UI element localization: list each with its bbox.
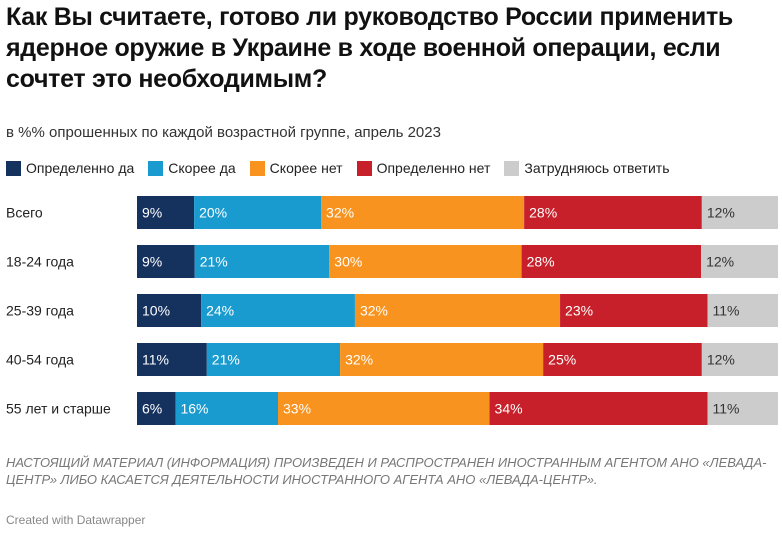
category-label: 25-39 года (6, 303, 74, 319)
bar-segment (194, 245, 330, 278)
stacked-bar-chart: Всего 9% 20% 32% 28% 12% 18-24 года 9% 21% 30% 28%… (6, 196, 778, 425)
legend-item: Определенно да (6, 160, 134, 176)
legend-item: Скорее да (148, 160, 236, 176)
bar-segment (137, 294, 202, 327)
data-label: 28% (527, 254, 555, 270)
data-label: 30% (334, 254, 362, 270)
bar-segment (707, 392, 778, 425)
data-label: 23% (565, 303, 593, 319)
bar-segment (521, 245, 702, 278)
category-label: 40-54 года (6, 352, 74, 368)
bar-segment (321, 196, 525, 229)
data-label: 11% (142, 352, 169, 368)
bar-segment (560, 294, 708, 327)
bar-segment (194, 196, 322, 229)
bar-segment (137, 196, 195, 229)
bar-segment (489, 392, 708, 425)
data-label: 24% (206, 303, 234, 319)
bar-segment (137, 245, 195, 278)
data-label: 20% (199, 205, 227, 221)
bar-segment (201, 294, 355, 327)
legend-item: Определенно нет (356, 160, 491, 176)
legend-swatch (249, 160, 265, 176)
bar-segment (137, 343, 207, 376)
bar-segment (354, 294, 561, 327)
data-label: 9% (142, 254, 162, 270)
data-label: 9% (142, 205, 162, 221)
bar-segment (278, 392, 490, 425)
data-label: 28% (529, 205, 557, 221)
legend-swatch (504, 160, 520, 176)
category-label: 55 лет и старше (6, 401, 111, 417)
legend-item: Затрудняюсь ответить (504, 160, 669, 176)
data-label: 25% (548, 352, 576, 368)
legend-swatch (6, 160, 21, 176)
legend: Определенно да Скорее да Скорее нет Определ… (6, 158, 683, 178)
bar-segment (137, 392, 176, 425)
data-label: 11% (712, 401, 739, 417)
data-label: 12% (706, 254, 734, 270)
data-label: 12% (707, 352, 735, 368)
bar-segment (701, 343, 778, 376)
data-label: 11% (712, 303, 739, 319)
chart-title: Как Вы считаете, готово ли руководство Р… (6, 3, 733, 93)
chart-subtitle: в %% опрошенных по каждой возрастной гру… (6, 124, 441, 141)
bar-segment (524, 196, 702, 229)
data-label: 32% (360, 303, 388, 319)
legend-label: Скорее нет (269, 160, 343, 176)
data-label: 10% (142, 303, 170, 319)
bar-segment (329, 245, 522, 278)
bar-segment (707, 294, 778, 327)
legend-label: Определенно нет (376, 160, 491, 176)
legend-swatch (148, 160, 164, 176)
bar-segment (340, 343, 544, 376)
legend-item: Скорее нет (249, 160, 343, 176)
foreign-agent-notice: НАСТОЯЩИЙ МАТЕРИАЛ (ИНФОРМАЦИЯ) ПРОИЗВЕД… (6, 455, 767, 487)
legend-label: Скорее да (168, 160, 236, 176)
legend-swatch (356, 160, 372, 176)
bar-segment (701, 245, 778, 278)
bar-segment (701, 196, 778, 229)
data-label: 6% (142, 401, 162, 417)
category-label: Всего (6, 205, 43, 221)
data-label: 21% (200, 254, 228, 270)
legend-label: Затрудняюсь ответить (524, 160, 670, 176)
data-label: 16% (180, 401, 208, 417)
bar-segment (206, 343, 341, 376)
data-label: 12% (707, 205, 735, 221)
data-label: 34% (495, 401, 523, 417)
bar-segment (175, 392, 279, 425)
legend-label: Определенно да (26, 160, 135, 176)
data-label: 33% (283, 401, 311, 417)
category-label: 18-24 года (6, 254, 74, 270)
data-label: 32% (345, 352, 373, 368)
data-label: 32% (326, 205, 354, 221)
data-label: 21% (212, 352, 240, 368)
bar-segment (543, 343, 702, 376)
datawrapper-credit[interactable]: Created with Datawrapper (6, 513, 146, 527)
